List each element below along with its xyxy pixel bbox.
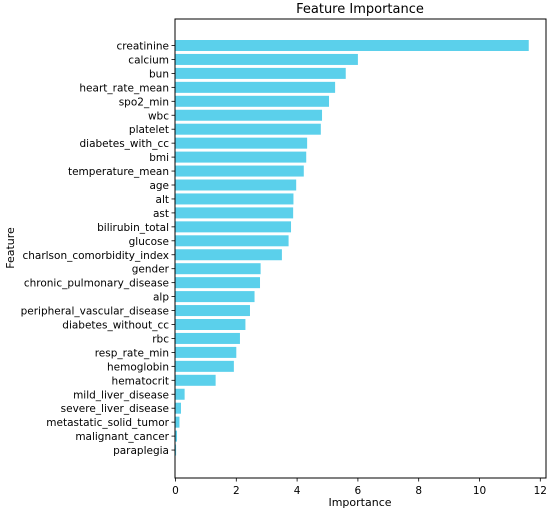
bar-spo2-min: [175, 95, 330, 107]
bar-temperature-mean: [175, 165, 304, 177]
x-tick-label: 12: [534, 485, 547, 497]
y-tick-label: resp_rate_min: [95, 347, 169, 359]
bar-age: [175, 179, 297, 191]
bar-bilirubin-total: [175, 221, 292, 233]
y-tick-label: calcium: [128, 54, 169, 66]
bar-rbc: [175, 332, 240, 344]
bar-bmi: [175, 151, 307, 163]
x-tick-label: 8: [415, 485, 422, 497]
x-tick-label: 4: [294, 485, 301, 497]
y-tick-label: hematocrit: [112, 375, 169, 387]
x-tick-label: 0: [172, 485, 179, 497]
x-axis-label: Importance: [328, 496, 391, 509]
x-tick-label: 10: [473, 485, 486, 497]
y-tick-label: severe_liver_disease: [61, 403, 169, 415]
bar-malignant-cancer: [175, 430, 178, 442]
y-tick-label: glucose: [129, 236, 169, 248]
bar-platelet: [175, 123, 321, 135]
x-tick-label: 6: [355, 485, 362, 497]
bar-creatinine: [175, 40, 529, 51]
y-tick-label: alp: [153, 292, 169, 304]
bar-diabetes-without-cc: [175, 319, 246, 330]
y-tick-label: hemoglobin: [107, 361, 169, 373]
y-tick-label: bilirubin_total: [97, 222, 169, 234]
y-tick-label: alt: [156, 194, 169, 206]
bar-charlson-comorbidity-index: [175, 249, 282, 261]
bar-diabetes-with-cc: [175, 137, 308, 149]
bar-glucose: [175, 235, 289, 247]
bar-mild-liver-disease: [175, 388, 185, 400]
bar-alt: [175, 193, 294, 205]
x-tick-label: 2: [233, 485, 240, 497]
y-tick-label: gender: [132, 264, 170, 276]
bar-wbc: [175, 109, 323, 121]
bar-bun: [175, 67, 346, 79]
bar-gender: [175, 263, 261, 275]
y-tick-label: malignant_cancer: [75, 431, 169, 443]
bar-hemoglobin: [175, 360, 234, 372]
plot-frame: [174, 18, 547, 479]
y-tick-label: diabetes_with_cc: [79, 138, 169, 150]
x-ticks-group: 0 2 4 6 8 10 12: [172, 478, 547, 497]
bars-group: [175, 40, 529, 456]
y-tick-label: heart_rate_mean: [79, 82, 169, 94]
y-tick-label: metastatic_solid_tumor: [46, 417, 169, 429]
y-tick-label: diabetes_without_cc: [62, 320, 169, 332]
y-tick-label: rbc: [152, 333, 169, 345]
y-tick-label: spo2_min: [119, 96, 169, 108]
y-tick-label: bmi: [149, 152, 169, 164]
y-tick-label: wbc: [148, 110, 169, 122]
y-tick-label: paraplegia: [113, 445, 169, 457]
bar-metastatic-solid-tumor: [175, 416, 180, 428]
bar-ast: [175, 207, 294, 219]
y-tick-label: age: [149, 180, 169, 192]
bar-resp-rate-min: [175, 346, 237, 358]
y-tick-label: peripheral_vascular_disease: [21, 306, 169, 318]
bar-hematocrit: [175, 374, 216, 386]
bar-severe-liver-disease: [175, 402, 181, 414]
bar-heart-rate-mean: [175, 81, 336, 93]
bar-paraplegia: [175, 444, 177, 456]
y-tick-label: ast: [153, 208, 169, 220]
y-tick-label: chronic_pulmonary_disease: [24, 278, 169, 290]
y-tick-label: mild_liver_disease: [73, 389, 169, 401]
bar-alp: [175, 291, 255, 303]
y-tick-label: creatinine: [117, 41, 169, 53]
y-axis-label: Feature: [4, 227, 17, 269]
bar-calcium: [175, 53, 358, 65]
bar-chronic-pulmonary-disease: [175, 277, 261, 289]
y-tick-label: charlson_comorbidity_index: [22, 250, 169, 262]
y-tick-label: bun: [149, 68, 169, 80]
bar-peripheral-vascular-disease: [175, 305, 250, 317]
chart-title: Feature Importance: [296, 2, 424, 17]
y-tick-label: temperature_mean: [68, 166, 169, 178]
y-tick-label: platelet: [129, 124, 169, 136]
